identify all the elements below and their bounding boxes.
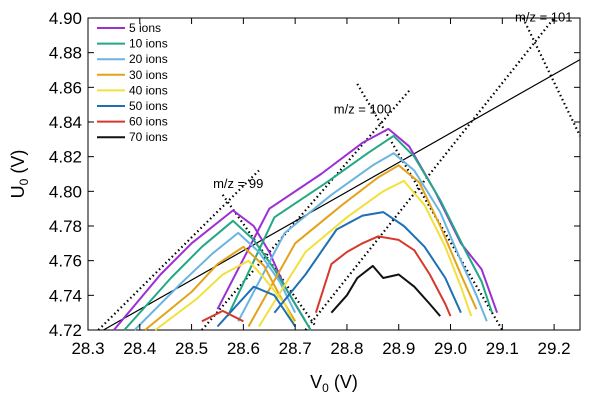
- y-axis-title-unit: (V): [8, 150, 28, 179]
- y-tick-label-5: 4.82: [49, 148, 82, 167]
- y-tick-label-9: 4.90: [49, 9, 82, 28]
- plot-frame: [87, 17, 581, 331]
- annotation-label-2: m/z = 101: [515, 9, 572, 24]
- legend-label-5: 50 ions: [129, 99, 168, 113]
- series-line-1-1: [226, 134, 493, 317]
- series-line-0-1: [216, 127, 499, 314]
- series-line-2-0: [133, 231, 297, 331]
- series-line-6-0: [201, 309, 244, 323]
- series-line-4-1: [258, 179, 473, 328]
- annotations-group: m/z = 99 m/z = 100 m/z = 101: [213, 9, 572, 190]
- series-line-6-1: [314, 235, 452, 317]
- series-line-3-0: [144, 245, 297, 331]
- y-tick-label-1: 4.74: [49, 286, 82, 305]
- stability-boundary-line-3: [356, 83, 504, 331]
- series-line-3-1: [247, 164, 478, 327]
- x-tick-label-0: 28.3: [71, 339, 104, 358]
- x-axis-title-sub: 0: [322, 381, 329, 395]
- legend-label-2: 20 ions: [129, 52, 168, 66]
- x-tick-label-6: 28.9: [382, 339, 415, 358]
- y-tick-label-0: 4.72: [49, 321, 82, 340]
- x-tick-label-2: 28.5: [175, 339, 208, 358]
- y-tick-label-3: 4.78: [49, 217, 82, 236]
- y-axis-title-main: U: [8, 185, 28, 198]
- x-tick-label-5: 28.8: [330, 339, 363, 358]
- legend-label-1: 10 ions: [129, 37, 168, 51]
- series-line-5-0: [216, 285, 297, 328]
- legend-label-0: 5 ions: [129, 21, 161, 35]
- stability-boundary-line-5: [522, 17, 581, 137]
- legend-label-7: 70 ions: [129, 130, 168, 144]
- series-line-4-0: [154, 259, 297, 331]
- x-tick-label-9: 29.2: [538, 339, 571, 358]
- stability-boundary-line-4: [304, 17, 555, 331]
- x-tick-label-8: 29.1: [486, 339, 519, 358]
- x-axis-title-main: V: [310, 372, 322, 392]
- series-line-5-1: [273, 211, 462, 314]
- series-line-2-1: [237, 152, 488, 322]
- x-tick-label-7: 29.0: [434, 339, 467, 358]
- annotation-label-1: m/z = 100: [334, 101, 391, 116]
- y-axis-title: U0 (V): [8, 150, 31, 199]
- legend-label-4: 40 ions: [129, 83, 168, 97]
- y-tick-label-8: 4.88: [49, 44, 82, 63]
- x-axis-title: V0 (V): [310, 372, 358, 395]
- y-tick-label-2: 4.76: [49, 252, 82, 271]
- y-tick-label-4: 4.80: [49, 182, 82, 201]
- series-line-7-0: [330, 264, 441, 317]
- x-tick-label-4: 28.7: [279, 339, 312, 358]
- ticks-group: 28.3 28.4 28.5 28.6 28.7 28.8 28.9 29.0 29.1 29.2…: [49, 9, 580, 358]
- x-tick-label-1: 28.4: [123, 339, 156, 358]
- y-tick-label-7: 4.86: [49, 78, 82, 97]
- legend-label-3: 30 ions: [129, 68, 168, 82]
- x-tick-label-3: 28.6: [227, 339, 260, 358]
- series-group: [113, 127, 499, 331]
- legend-label-6: 60 ions: [129, 115, 168, 129]
- annotation-label-0: m/z = 99: [213, 176, 263, 191]
- y-axis-title-sub: 0: [17, 178, 31, 185]
- operating-line-group: [103, 59, 581, 331]
- x-axis-title-unit: (V): [329, 372, 358, 392]
- series-line-1-0: [123, 219, 312, 331]
- stability-lines: [97, 17, 581, 331]
- stability-boundary-line-2: [201, 90, 410, 331]
- operating-line: [103, 59, 581, 331]
- y-tick-label-6: 4.84: [49, 113, 82, 132]
- stability-boundary-line-0: [97, 169, 260, 331]
